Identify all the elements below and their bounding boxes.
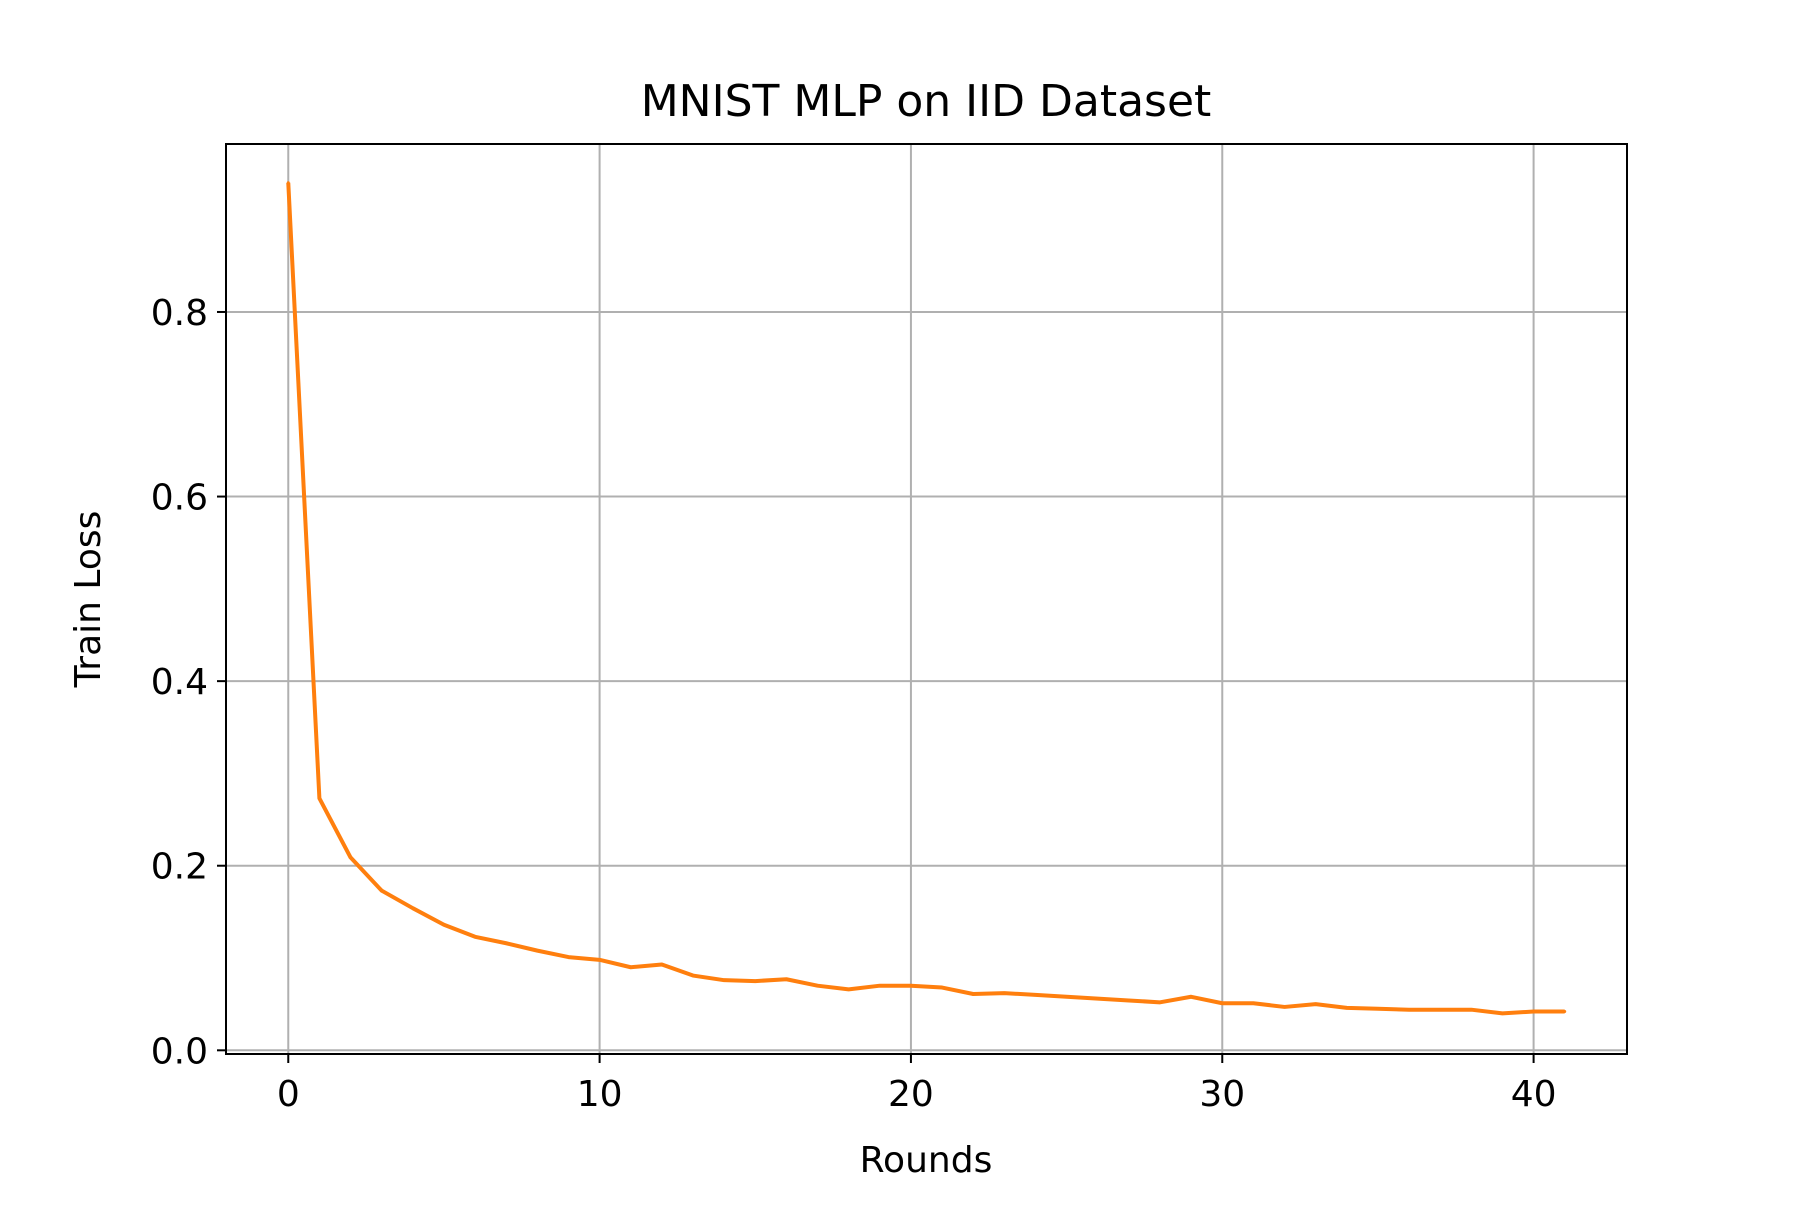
x-tick-label: 10 — [577, 1074, 623, 1115]
data-point — [909, 984, 913, 988]
series-layer — [286, 181, 1567, 1016]
data-point — [535, 949, 539, 953]
y-tick-label: 0.0 — [151, 1031, 208, 1072]
x-tick-label: 20 — [888, 1074, 934, 1115]
data-point — [286, 181, 290, 185]
data-point — [504, 941, 508, 945]
plot-area-frame — [225, 143, 1628, 1055]
data-point — [1127, 998, 1131, 1002]
y-tick-label: 0.2 — [151, 847, 208, 888]
axis-ticks: 0 10 20 30 40 0.0 0.2 0.4 0.6 0.8 — [151, 293, 1557, 1115]
data-point — [660, 962, 664, 966]
data-point — [1469, 1008, 1473, 1012]
data-point — [1314, 1002, 1318, 1006]
data-point — [847, 987, 851, 991]
x-axis-label: Rounds — [860, 1140, 993, 1181]
data-point — [1251, 1001, 1255, 1005]
x-tick-label: 30 — [1199, 1074, 1245, 1115]
data-point — [349, 855, 353, 859]
data-point — [1096, 997, 1100, 1001]
y-tick-label: 0.8 — [151, 293, 208, 334]
data-point — [1532, 1010, 1536, 1014]
data-point — [598, 958, 602, 962]
data-point — [1220, 1001, 1224, 1005]
series-line-0 — [286, 182, 1565, 1016]
data-point — [1033, 993, 1037, 997]
data-point — [442, 923, 446, 927]
chart-title: MNIST MLP on IID Dataset — [641, 76, 1212, 127]
data-point — [722, 978, 726, 982]
data-point — [1345, 1006, 1349, 1010]
y-tick-label: 0.6 — [151, 478, 208, 519]
data-point — [1283, 1005, 1287, 1009]
data-point — [878, 984, 882, 988]
data-point — [1407, 1008, 1411, 1012]
data-point — [1065, 995, 1069, 999]
data-point — [691, 974, 695, 978]
data-point — [816, 984, 820, 988]
data-point — [940, 986, 944, 990]
data-point — [784, 977, 788, 981]
data-point — [380, 889, 384, 893]
data-point — [629, 965, 633, 969]
data-point — [411, 906, 415, 910]
data-point — [1563, 1010, 1567, 1014]
data-point — [1002, 991, 1006, 995]
grid-lines — [226, 144, 1627, 1054]
data-point — [1189, 995, 1193, 999]
data-point — [1438, 1008, 1442, 1012]
data-point — [971, 992, 975, 996]
data-point — [1500, 1011, 1504, 1015]
data-point — [473, 935, 477, 939]
x-tick-label: 40 — [1511, 1074, 1557, 1115]
data-point — [1158, 1000, 1162, 1004]
x-tick-label: 0 — [277, 1074, 300, 1115]
y-axis-label: Train Loss — [68, 511, 109, 689]
data-point — [1376, 1007, 1380, 1011]
data-point — [753, 979, 757, 983]
y-tick-label: 0.4 — [151, 662, 208, 703]
data-point — [566, 955, 570, 959]
data-point — [317, 796, 321, 800]
